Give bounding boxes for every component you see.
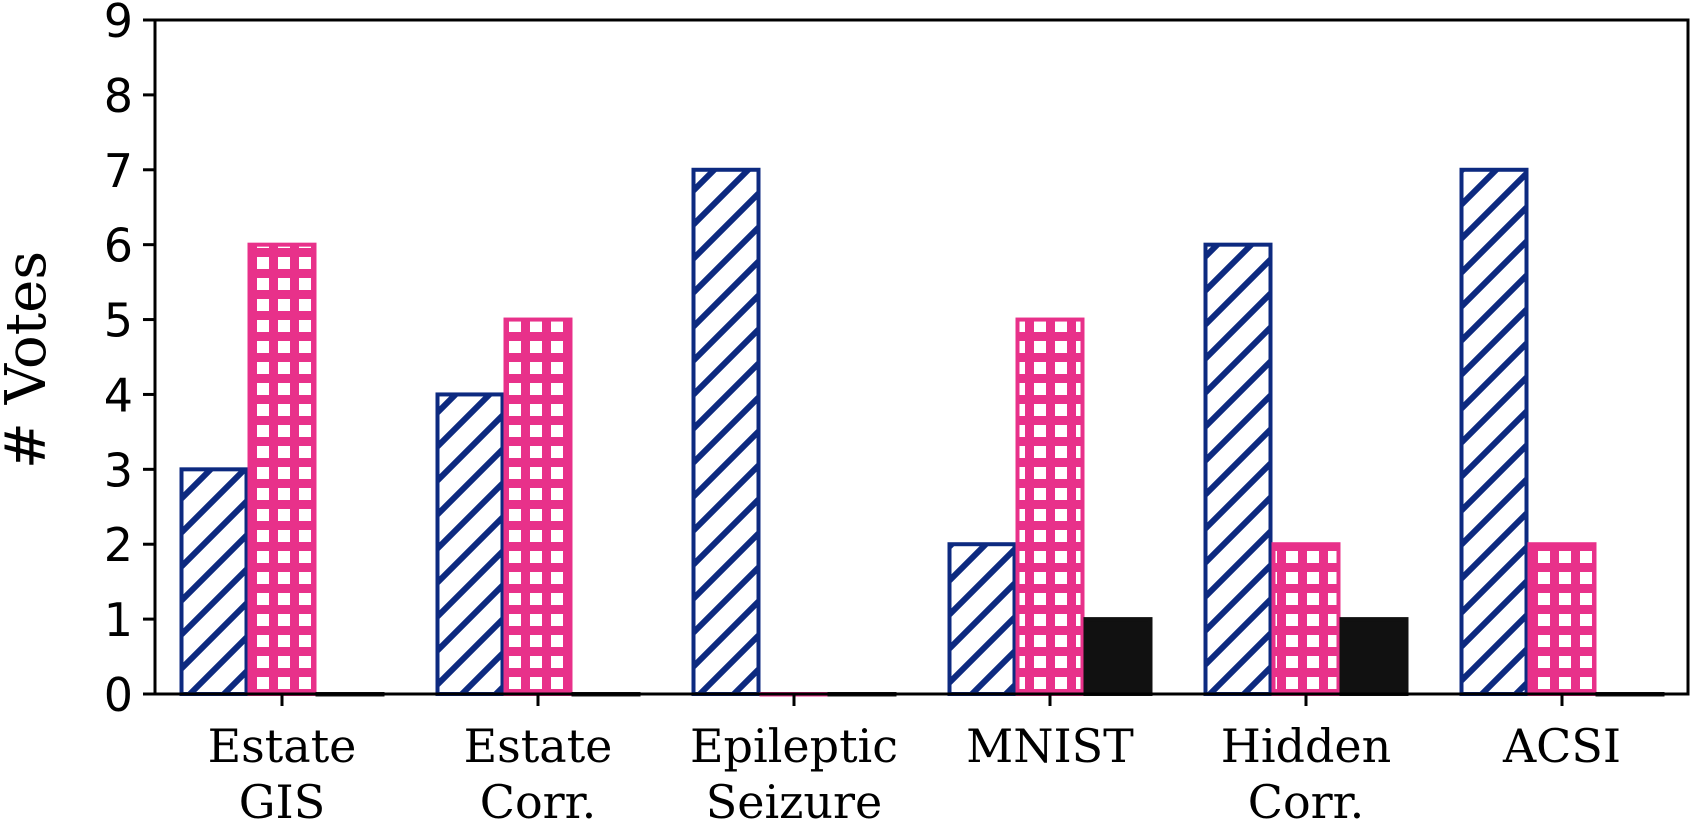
x-tick-label: Estate <box>208 719 357 773</box>
y-tick-label: 5 <box>104 294 133 348</box>
x-tick-label: Estate <box>464 719 613 773</box>
bar-series-3-cat-3 <box>1083 617 1153 696</box>
plot-frame <box>153 18 1690 696</box>
bar-series-1-cat-0 <box>179 467 249 697</box>
bar-series-1-cat-4 <box>1203 242 1273 697</box>
y-tick-label: 4 <box>104 368 133 422</box>
x-tick-label: Corr. <box>1248 775 1364 829</box>
x-tick-label: MNIST <box>966 719 1134 773</box>
x-tick-label: Hidden <box>1221 719 1392 773</box>
y-tick-label: 2 <box>104 518 133 572</box>
bar-series-2-cat-3 <box>1015 317 1085 696</box>
bar-series-3-cat-4 <box>1339 617 1409 696</box>
x-tick-label: Seizure <box>706 775 883 829</box>
x-tick-label: Corr. <box>480 775 596 829</box>
y-tick-label: 8 <box>104 69 133 123</box>
bar-series-1-cat-2 <box>691 167 761 696</box>
bar-series-2-cat-5 <box>1527 542 1597 696</box>
axes-layer: 0123456789EstateGISEstateCorr.EpilepticS… <box>104 0 1690 829</box>
bars-layer <box>179 167 1665 697</box>
bar-series-1-cat-3 <box>947 542 1017 696</box>
y-tick-label: 6 <box>104 219 133 273</box>
y-tick-label: 9 <box>104 0 133 48</box>
y-tick-label: 3 <box>104 443 133 497</box>
y-tick-label: 1 <box>104 593 133 647</box>
y-tick-label: 7 <box>104 144 133 198</box>
y-axis-title: # Votes <box>0 251 59 469</box>
bar-series-1-cat-5 <box>1459 167 1529 696</box>
bar-series-2-cat-4 <box>1271 542 1341 696</box>
bar-series-2-cat-1 <box>503 317 573 696</box>
y-tick-label: 0 <box>104 668 133 722</box>
x-tick-label: GIS <box>239 775 325 829</box>
x-tick-label: ACSI <box>1502 719 1621 773</box>
x-tick-label: Epileptic <box>690 719 898 773</box>
bar-series-2-cat-0 <box>247 242 317 697</box>
bar-series-1-cat-1 <box>435 392 505 696</box>
